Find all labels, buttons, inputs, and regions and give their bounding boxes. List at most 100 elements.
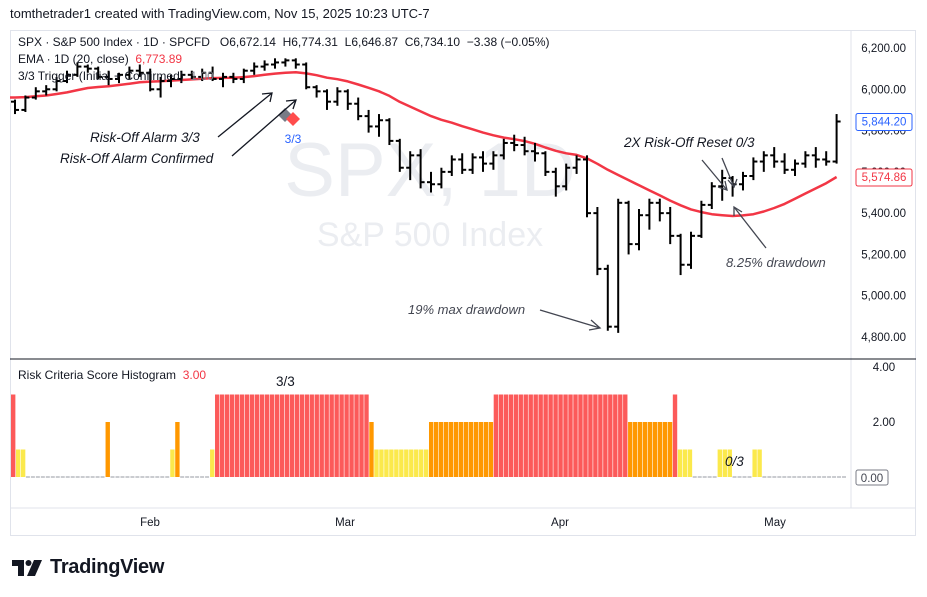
histogram-bar <box>284 394 290 477</box>
tradingview-logo[interactable]: TradingView <box>12 556 164 579</box>
ohlc-bar <box>94 66 103 79</box>
ohlc-bar <box>260 60 269 71</box>
histogram-bar <box>548 394 553 477</box>
histogram-bar <box>593 394 598 477</box>
ohlc-bar <box>135 64 144 77</box>
ohlc-bar <box>822 151 831 166</box>
histogram-bar <box>264 394 270 477</box>
ohlc-bar <box>239 68 248 84</box>
ohlc-bar <box>770 147 779 168</box>
ohlc-high: H6,774.31 <box>282 35 338 49</box>
ohlc-bar <box>791 159 799 176</box>
histogram-bar <box>468 422 474 477</box>
risk-off-marker[interactable]: 3/3 <box>278 108 302 146</box>
price-tick-label: 5,400.00 <box>861 208 906 220</box>
ohlc-bar <box>219 72 227 88</box>
ohlc-bar <box>104 70 113 86</box>
histogram-bar <box>229 394 235 477</box>
ohlc-bar <box>63 70 71 84</box>
histogram-bar <box>623 394 628 477</box>
ohlc-bar <box>468 153 477 174</box>
arrow-line <box>733 206 767 249</box>
histogram-bar <box>727 449 732 477</box>
annotation-hist-33: 3/3 <box>276 374 295 389</box>
arrow-line <box>217 92 273 138</box>
ohlc-bar <box>229 72 238 84</box>
histogram-bar <box>384 449 389 477</box>
ema-value: 6,773.89 <box>135 52 183 66</box>
histogram-bar <box>478 422 484 477</box>
histogram-bar <box>573 394 578 477</box>
histogram-bar <box>662 422 668 477</box>
chart-frame[interactable] <box>10 30 916 536</box>
histogram-bar <box>20 449 26 477</box>
ohlc-bar <box>614 198 623 333</box>
time-axis[interactable]: Feb Mar Apr May <box>140 517 786 529</box>
ohlc-bar <box>551 167 560 197</box>
ohlc-bar <box>458 153 467 174</box>
ema-price-label: 5,574.86 <box>855 168 913 187</box>
histogram-bar <box>682 449 688 477</box>
histogram-bar <box>438 422 444 477</box>
histogram-bar <box>498 394 504 477</box>
histogram-bar <box>503 394 509 477</box>
svg-text:5,844.20: 5,844.20 <box>862 116 907 128</box>
histogram-bar <box>429 422 434 477</box>
histogram-bar <box>752 449 757 477</box>
red-diamond-icon <box>286 112 300 126</box>
ohlc-bar <box>832 114 841 164</box>
time-tick-label: Feb <box>140 517 160 529</box>
histogram-bar <box>757 449 762 477</box>
histogram-bar <box>289 394 295 477</box>
ohlc-bar <box>645 198 654 230</box>
ohlc-bar <box>479 151 487 172</box>
price-axis[interactable]: 4,800.005,000.005,200.005,400.005,600.00… <box>861 43 906 344</box>
histogram-bar <box>543 394 548 477</box>
annotation-risk-off-alarm: Risk-Off Alarm 3/3 <box>90 130 200 145</box>
arrow-head-icon <box>261 92 273 103</box>
symbol-line: SPX · S&P 500 Index · 1D · SPCFD <box>18 35 210 49</box>
histogram-bar <box>170 449 175 477</box>
histogram-bar <box>364 394 369 477</box>
histogram-legend[interactable]: Risk Criteria Score Histogram 3.00 <box>18 368 206 382</box>
arrow-head-icon <box>285 99 297 110</box>
ohlc-bar <box>406 151 415 181</box>
histogram-bar <box>274 394 280 477</box>
time-tick-label: Mar <box>335 517 355 529</box>
histogram-bar <box>453 422 459 477</box>
histogram-bar <box>399 449 404 477</box>
symbol-legend[interactable]: SPX · S&P 500 Index · 1D · SPCFD O6,672.… <box>18 35 550 49</box>
histogram-bar <box>379 449 384 477</box>
ohlc-close: C6,734.10 <box>404 35 461 49</box>
ohlc-bar <box>302 62 311 90</box>
ohlc-bar <box>21 95 30 112</box>
ema-line <box>10 70 838 218</box>
ohlc-bar <box>198 68 207 82</box>
trigger-legend[interactable]: 3/3 Trigger (Initial + Confirmed) 1.00 <box>18 69 214 83</box>
ohlc-bar <box>177 70 186 84</box>
histogram-bar <box>359 394 364 477</box>
ohlc-bar <box>572 155 581 174</box>
time-tick-label: May <box>764 517 786 529</box>
ohlc-bar <box>271 58 279 69</box>
ohlc-bar <box>385 118 394 146</box>
price-tick-label: 6,200.00 <box>861 43 906 55</box>
histogram-bar <box>354 394 359 477</box>
histogram-bar <box>523 394 528 477</box>
histogram-bar <box>304 394 309 477</box>
ohlc-bar <box>801 151 810 168</box>
ohlc-bar <box>343 89 352 110</box>
histogram-bar <box>463 422 469 477</box>
histogram-bar <box>553 394 558 477</box>
histogram-axis[interactable]: 2.00 4.00 <box>873 362 895 429</box>
ema-legend[interactable]: EMA · 1D (20, close) 6,773.89 <box>18 52 182 66</box>
histogram-bar <box>244 394 250 477</box>
histogram-bar <box>722 449 727 477</box>
histogram-value-label: 0.00 <box>855 469 889 486</box>
histogram-bar <box>239 394 245 477</box>
ohlc-bar <box>395 138 404 172</box>
histogram-bar <box>578 394 583 477</box>
ohlc-bar <box>499 138 508 160</box>
histogram-bar <box>314 394 319 477</box>
